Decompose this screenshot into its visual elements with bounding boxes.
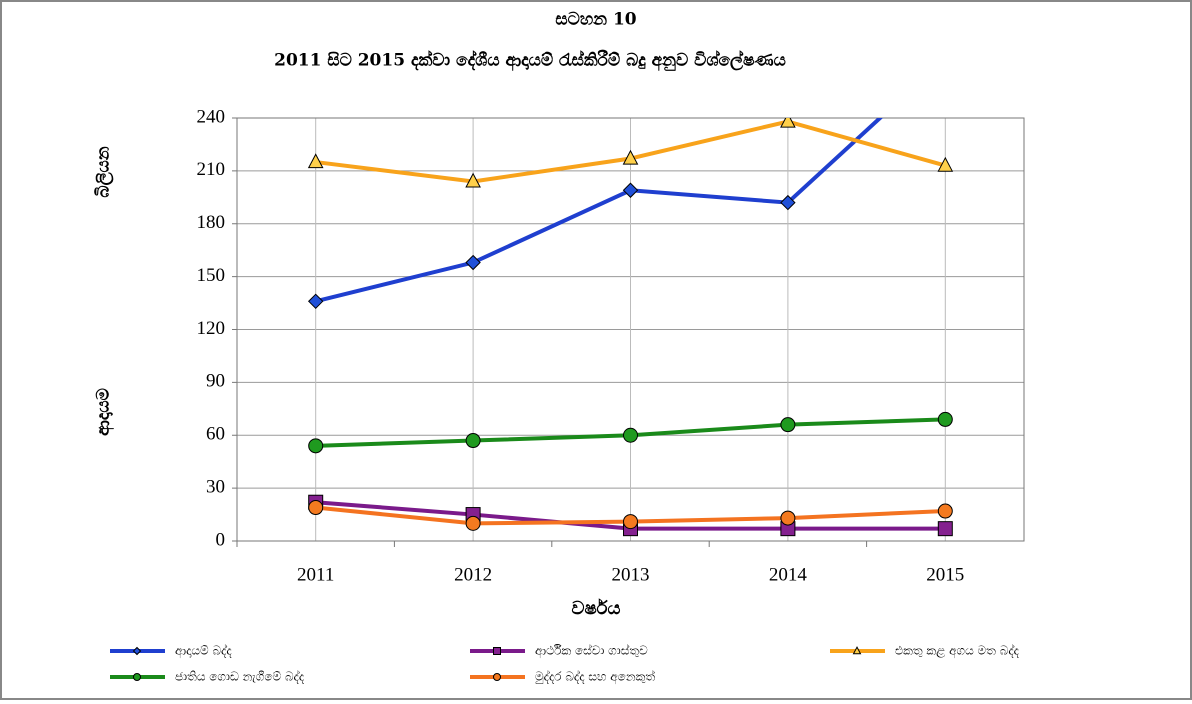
marker	[937, 156, 954, 172]
y-tick-label: 150	[197, 265, 226, 286]
marker	[133, 673, 141, 681]
plot-area	[307, 118, 954, 537]
marker	[623, 427, 638, 443]
marker	[780, 510, 796, 526]
legend-label: ආදායම් බද්ද	[175, 643, 232, 658]
marker	[780, 194, 796, 211]
marker	[465, 172, 481, 188]
chart-title: සටහන 10	[555, 10, 636, 30]
marker	[937, 521, 953, 537]
y-axis-label: බිලියන	[94, 146, 115, 197]
marker	[493, 647, 501, 655]
x-tick-label: 2012	[454, 564, 492, 585]
marker	[780, 417, 796, 433]
x-tick-label: 2013	[612, 564, 650, 585]
marker	[937, 411, 953, 427]
plot-border	[236, 117, 1025, 542]
marker	[307, 153, 324, 169]
y-tick-label: 120	[197, 318, 226, 339]
x-tick-label: 2011	[297, 564, 334, 585]
legend-label: ජාතිය ගොඩ නැගීමේ බද්ද	[175, 669, 305, 683]
chart-subtitle: 2011 සිට 2015 දක්වා දේශීය ආදායම් රැස්කිර…	[274, 49, 786, 71]
marker	[307, 293, 324, 310]
y-tick-label: 180	[197, 212, 226, 233]
y-tick-label: 90	[206, 371, 225, 392]
marker	[852, 646, 862, 655]
y-tick-label: 0	[216, 529, 226, 550]
marker	[937, 503, 953, 519]
marker	[308, 500, 324, 516]
marker	[465, 254, 481, 271]
y-tick-label: 60	[206, 424, 225, 445]
x-axis-label: වර්ෂය	[572, 597, 621, 619]
marker	[465, 515, 481, 531]
marker	[780, 118, 796, 128]
y-tick-label: 30	[206, 476, 225, 497]
marker	[622, 149, 639, 165]
legend-label: ආර්ථික සේවා ගාස්තුව	[535, 643, 648, 658]
marker	[622, 182, 639, 198]
x-tick-label: 2015	[926, 564, 964, 585]
y-tick-label: 210	[197, 159, 226, 180]
marker	[132, 646, 142, 656]
y-axis-label: ආදායම	[94, 388, 115, 436]
marker	[623, 514, 638, 530]
y-tick-label: 240	[197, 106, 226, 127]
legend-label: මුද්දර බද්ද සහ අනෙකුත්	[535, 669, 656, 684]
marker	[465, 433, 481, 449]
legend-label: එකතු කළ අගය මත බද්ද	[895, 643, 1020, 658]
x-tick-label: 2014	[769, 564, 808, 585]
marker	[308, 438, 324, 454]
marker	[493, 673, 501, 681]
